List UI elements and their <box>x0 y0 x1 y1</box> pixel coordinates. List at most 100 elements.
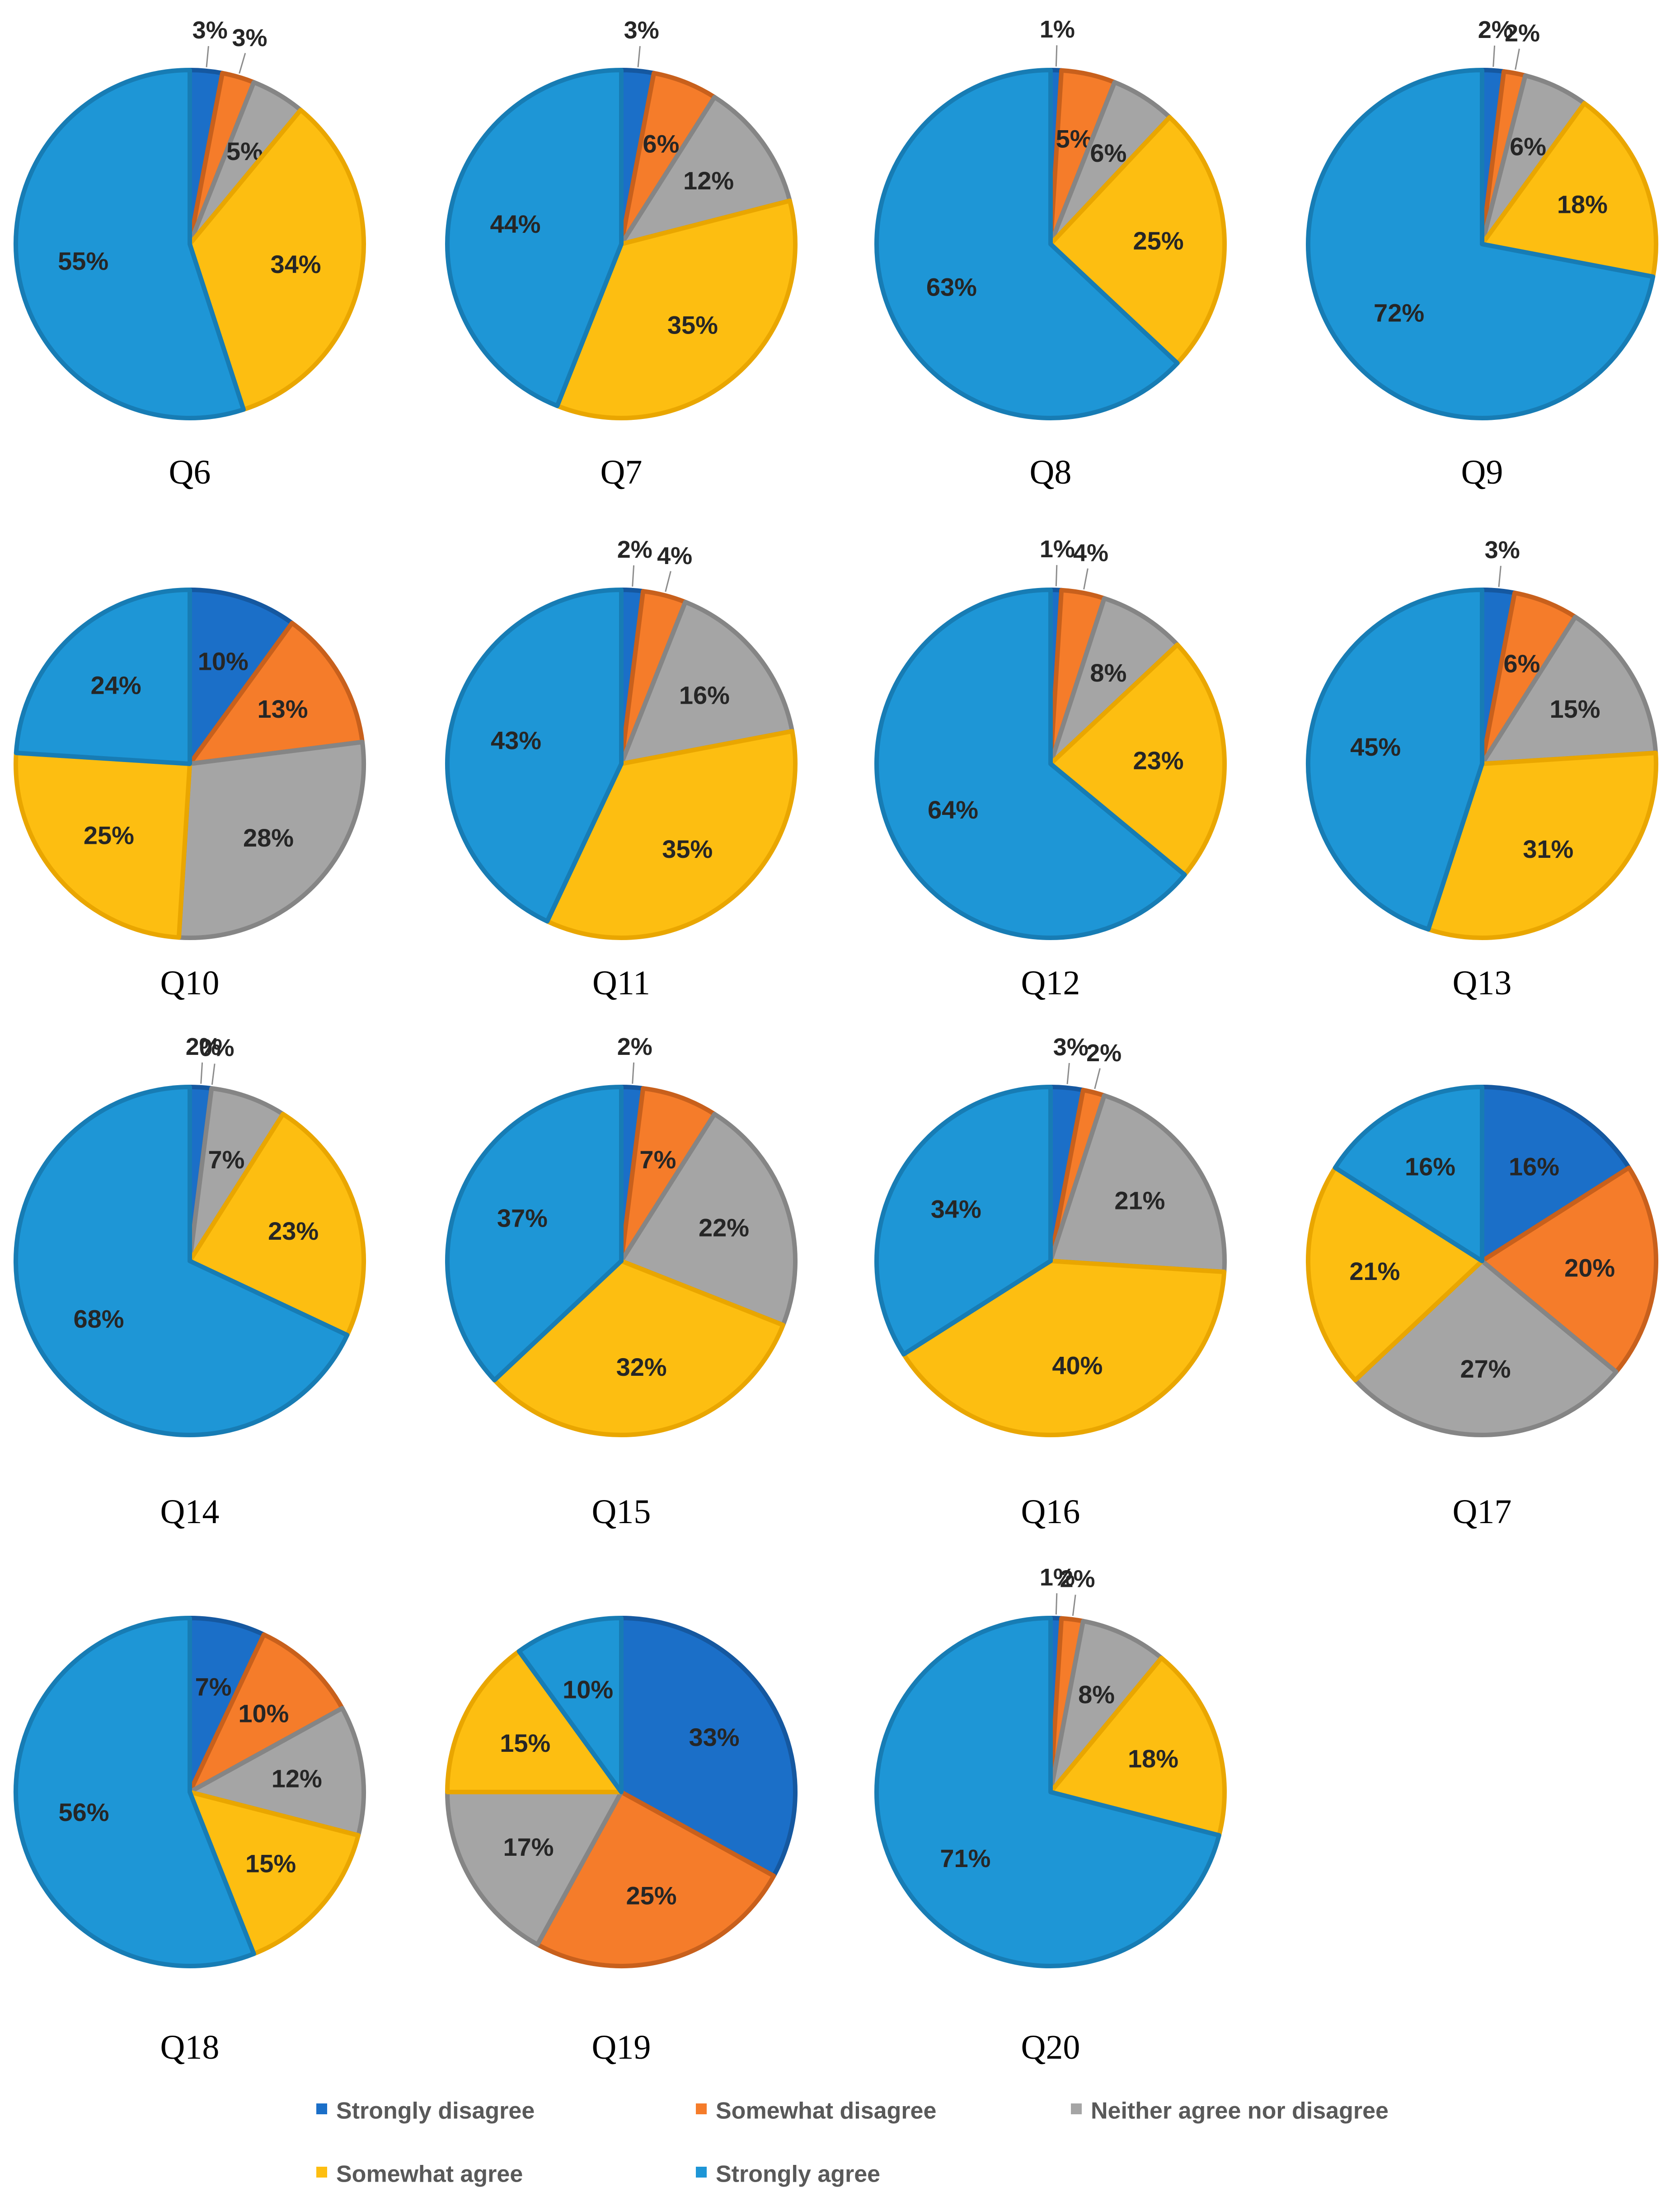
q6-slice-somewhat-agree <box>188 108 366 412</box>
q8-leader-strongly-disagree <box>1055 45 1058 67</box>
q15-slice-neither <box>619 1111 798 1327</box>
q17-label-strongly-agree: 16% <box>1405 1152 1455 1181</box>
q16-title: Q16 <box>1021 1493 1080 1531</box>
q11-slice-strongly-agree <box>445 588 624 924</box>
q14-title: Q14 <box>160 1493 220 1531</box>
q11-label-strongly-disagree: 2% <box>617 536 652 563</box>
pie-q16: 3%2% 21% 40% 34% Q16 <box>874 1034 1227 1531</box>
q14-label-strongly-disagree: 2% <box>186 1033 221 1060</box>
q20-label-neither: 8% <box>1078 1680 1115 1709</box>
q7-label-neither: 12% <box>683 166 734 195</box>
q6-label-somewhat-agree: 34% <box>270 250 321 278</box>
q16-leader-somewhat-disagree <box>1094 1068 1101 1089</box>
q10-slice-strongly-agree <box>14 588 192 766</box>
q18-label-neither: 12% <box>272 1764 322 1793</box>
q16-slice-neither <box>1048 1093 1227 1275</box>
q10-label-somewhat-agree: 25% <box>84 821 134 849</box>
q13-label-neither: 15% <box>1549 695 1600 723</box>
pie-q6: 3% 3%5%34%55%Q6 <box>14 17 366 491</box>
q20-label-somewhat-disagree: 2% <box>1060 1566 1095 1593</box>
q18-title: Q18 <box>160 2028 220 2066</box>
q14-label-strongly-agree: 68% <box>73 1304 124 1333</box>
q6-label-strongly-agree: 55% <box>58 247 108 275</box>
q16-label-neither: 21% <box>1114 1186 1165 1214</box>
q10-label-strongly-disagree: 10% <box>198 647 249 676</box>
q15-label-strongly-agree: 37% <box>497 1204 548 1233</box>
q8-title: Q8 <box>1030 453 1072 491</box>
legend-swatch-strongly-agree <box>696 2167 707 2178</box>
legend-item-somewhat-disagree: Somewhat disagree <box>696 2098 936 2124</box>
q17-title: Q17 <box>1453 1493 1512 1531</box>
q17-slice-strongly-disagree <box>1480 1085 1632 1263</box>
q15-title: Q15 <box>592 1493 651 1531</box>
q19-slice-neither <box>445 1790 624 1947</box>
q8-label-neither: 6% <box>1090 139 1126 167</box>
q7-slice-neither <box>619 94 792 246</box>
q17-slice-somewhat-agree <box>1306 1165 1484 1383</box>
q19-label-somewhat-agree: 15% <box>500 1729 550 1757</box>
legend-swatch-neither <box>1071 2103 1082 2114</box>
q16-label-somewhat-disagree: 2% <box>1086 1040 1122 1067</box>
q9-slice-strongly-agree <box>1306 68 1656 420</box>
q15-slice-strongly-agree <box>445 1085 624 1383</box>
q9-label-strongly-agree: 72% <box>1374 299 1424 327</box>
q19-slice-strongly-disagree <box>619 1616 798 1878</box>
q14-label-somewhat-disagree: 0% <box>199 1035 234 1062</box>
q9-title: Q9 <box>1461 453 1503 491</box>
q15-slice-somewhat-agree <box>492 1259 785 1437</box>
pie-q13: 3% 6% 15% 31% 45% Q13 <box>1306 536 1658 1002</box>
legend-swatch-strongly-disagree <box>316 2103 327 2114</box>
q11-title: Q11 <box>592 964 650 1002</box>
q19-title: Q19 <box>592 2028 651 2066</box>
q11-leader-strongly-disagree <box>632 565 635 587</box>
q14-slice-neither <box>188 1086 286 1263</box>
pie-q18: 7%10% 12% 15% 56% Q18 <box>13 1616 366 2066</box>
legend-item-strongly-agree: Strongly agree <box>696 2161 880 2187</box>
q13-label-strongly-agree: 45% <box>1350 733 1401 761</box>
q18-slice-neither <box>188 1706 366 1838</box>
q14-label-somewhat-agree: 23% <box>268 1217 319 1245</box>
legend-label-strongly-agree: Strongly agree <box>716 2161 880 2187</box>
q13-slice-somewhat-agree <box>1426 750 1658 940</box>
q20-slice-strongly-agree <box>874 1616 1221 1968</box>
q18-slice-somewhat-agree <box>188 1790 361 1956</box>
q15-leader-strongly-disagree <box>632 1062 635 1084</box>
q8-slice-somewhat-agree <box>1048 115 1227 366</box>
q12-label-strongly-agree: 64% <box>928 795 978 824</box>
q8-slice-strongly-agree <box>874 68 1180 420</box>
legend-item-somewhat-agree: Somewhat agree <box>316 2161 523 2187</box>
q12-leader-somewhat-disagree <box>1083 568 1089 590</box>
q12-label-strongly-disagree: 1% <box>1040 536 1075 563</box>
q17-label-somewhat-agree: 21% <box>1349 1257 1400 1285</box>
q10-label-somewhat-disagree: 13% <box>257 695 308 723</box>
q16-label-somewhat-agree: 40% <box>1052 1351 1103 1380</box>
q20-label-strongly-disagree: 1% <box>1040 1564 1075 1591</box>
q6-leader-strongly-disagree <box>206 46 209 67</box>
q13-leader-strongly-disagree <box>1498 565 1502 587</box>
q15-label-strongly-disagree: 2% <box>617 1033 652 1060</box>
q10-label-strongly-agree: 24% <box>91 671 141 700</box>
q9-label-strongly-disagree: 2% <box>1478 16 1513 43</box>
legend-label-somewhat-disagree: Somewhat disagree <box>716 2098 936 2124</box>
q13-slice-neither <box>1480 614 1658 766</box>
q14-leader-somewhat-disagree <box>211 1063 216 1085</box>
pie-charts: 3% 3%5%34%55%Q63%6%12%35%44%Q71%5%6%25%63… <box>13 16 1658 2066</box>
q20-label-strongly-agree: 71% <box>940 1844 990 1872</box>
q9-label-neither: 6% <box>1510 132 1546 161</box>
pie-q10: 10% 13% 28% 25% 24% Q10 <box>14 588 366 1002</box>
q18-slice-somewhat-disagree <box>188 1632 345 1794</box>
pie-q14: 2%0% 7% 23% 68% Q14 <box>14 1033 366 1531</box>
pie-q7: 3% 6%12% 35% 44% Q7 <box>445 17 798 491</box>
q10-slice-somewhat-agree <box>14 750 192 940</box>
legend-swatch-somewhat-agree <box>316 2167 327 2178</box>
q12-slice-neither <box>1048 596 1180 766</box>
legend-label-neither: Neither agree nor disagree <box>1091 2098 1389 2124</box>
legend: Strongly disagree Somewhat disagree Neithe… <box>316 2098 1389 2187</box>
q7-leader-strongly-disagree <box>637 46 641 67</box>
pie-q17: 16% 20% 27% 21% 16% Q17 <box>1306 1085 1658 1531</box>
q13-label-somewhat-agree: 31% <box>1523 835 1573 863</box>
legend-label-strongly-disagree: Strongly disagree <box>336 2098 535 2124</box>
q10-title: Q10 <box>160 964 220 1002</box>
q17-label-somewhat-disagree: 20% <box>1564 1254 1615 1282</box>
q12-slice-somewhat-agree <box>1048 642 1227 877</box>
